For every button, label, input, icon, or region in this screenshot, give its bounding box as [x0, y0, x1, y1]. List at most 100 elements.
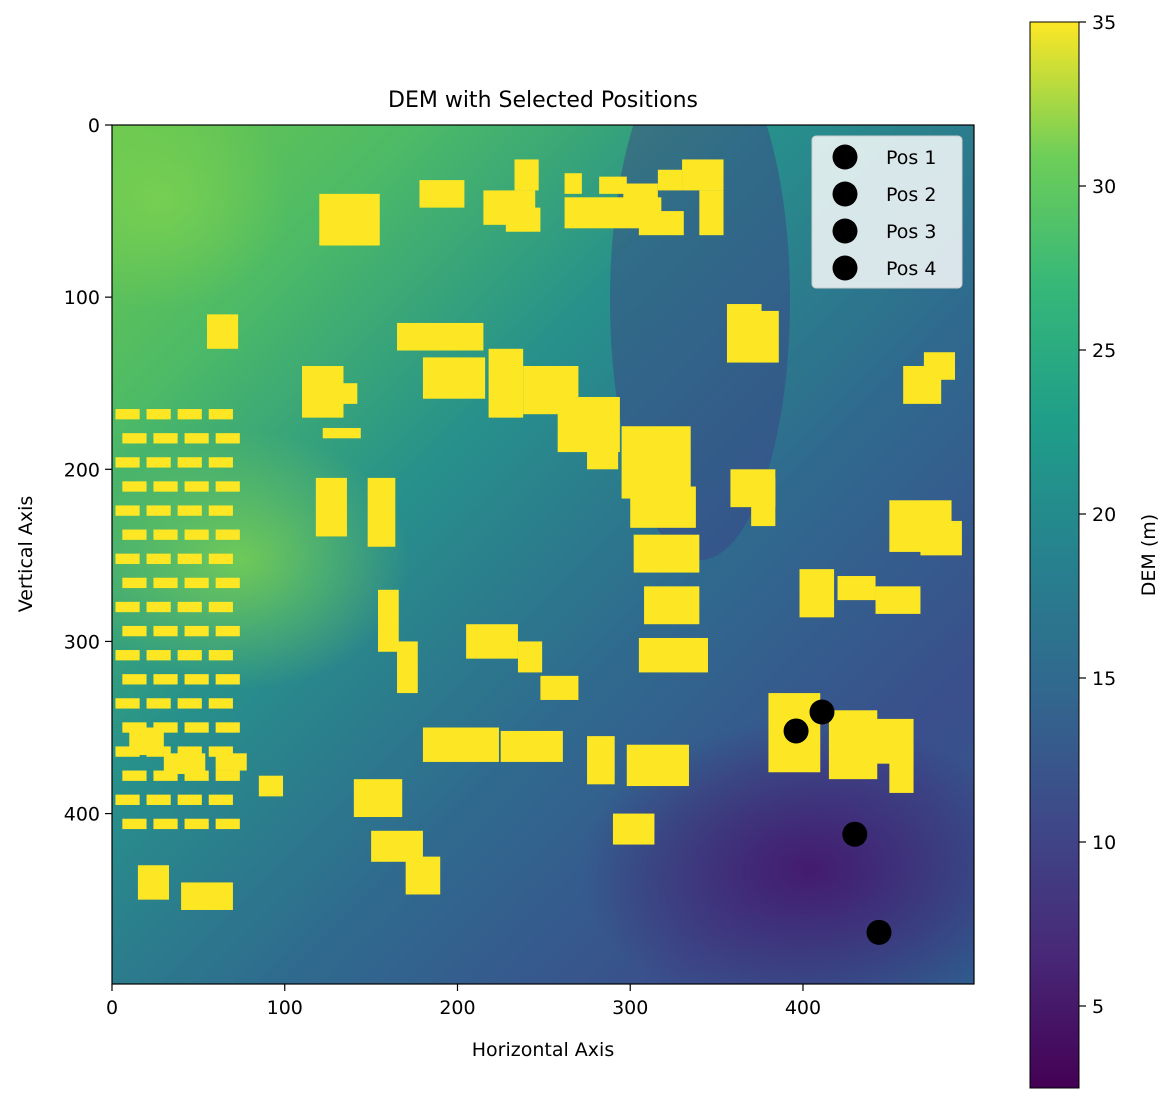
building	[405, 856, 441, 895]
point-pos-3	[842, 821, 868, 847]
chart-title: DEM with Selected Positions	[388, 88, 698, 113]
colorbar-tick-label: 15	[1092, 668, 1116, 690]
building	[177, 794, 202, 805]
building	[215, 577, 240, 589]
building	[920, 520, 962, 556]
building	[505, 207, 541, 232]
building	[638, 637, 708, 673]
building	[122, 433, 147, 444]
building	[587, 417, 619, 470]
building	[828, 710, 878, 780]
building	[122, 577, 147, 589]
building	[215, 481, 240, 492]
building	[208, 409, 233, 420]
building	[540, 675, 579, 700]
building	[322, 427, 361, 439]
building	[258, 775, 284, 797]
building	[208, 746, 233, 757]
building	[184, 722, 209, 733]
building	[153, 674, 178, 685]
building	[115, 553, 140, 564]
building	[319, 193, 380, 246]
building	[215, 433, 240, 444]
building	[122, 529, 147, 540]
x-tick-label: 300	[612, 997, 648, 1019]
building	[122, 674, 147, 685]
building	[115, 746, 140, 757]
building	[208, 650, 233, 661]
building	[208, 794, 233, 805]
building	[122, 481, 147, 492]
building	[397, 322, 484, 351]
colorbar-tick-label: 35	[1092, 12, 1116, 34]
building	[115, 409, 140, 420]
x-tick-label: 400	[785, 997, 821, 1019]
colorbar-tick-label: 30	[1092, 176, 1116, 198]
building	[115, 650, 140, 661]
colorbar: 5 10 15 20 25 30 35 DEM (m)	[1029, 12, 1160, 1089]
plot-frame	[111, 124, 975, 985]
building	[153, 529, 178, 540]
building	[153, 818, 178, 830]
building	[163, 753, 206, 774]
building	[215, 722, 240, 733]
building	[177, 409, 202, 420]
building	[184, 481, 209, 492]
legend-box	[811, 135, 963, 289]
legend-marker	[832, 218, 858, 244]
building	[184, 433, 209, 444]
building	[799, 569, 835, 618]
building	[177, 601, 202, 613]
building	[177, 457, 202, 468]
building	[153, 625, 178, 637]
building	[315, 477, 347, 537]
building	[699, 190, 724, 236]
building	[137, 865, 170, 900]
building	[517, 641, 543, 673]
legend-marker	[832, 255, 858, 281]
building	[500, 730, 563, 762]
y-tick-label: 0	[88, 115, 100, 137]
building	[754, 310, 779, 363]
y-tick-label: 100	[64, 287, 100, 309]
building	[367, 477, 396, 547]
point-pos-2	[809, 699, 835, 725]
building	[322, 383, 358, 404]
legend: Pos 1 Pos 2 Pos 3 Pos 4	[811, 135, 963, 289]
legend-label: Pos 4	[886, 258, 936, 280]
legend-label: Pos 1	[886, 147, 936, 169]
legend-marker	[832, 181, 858, 207]
legend-label: Pos 3	[886, 221, 936, 243]
colorbar-tick-label: 20	[1092, 504, 1116, 526]
building	[115, 698, 140, 709]
building	[215, 753, 247, 771]
building	[208, 698, 233, 709]
building	[564, 173, 582, 194]
building	[215, 625, 240, 637]
building	[208, 505, 233, 516]
building	[488, 348, 524, 418]
building	[181, 882, 233, 910]
colorbar-tick-label: 25	[1092, 340, 1116, 362]
building	[153, 577, 178, 589]
building	[207, 314, 239, 349]
y-tick-label: 300	[64, 631, 100, 653]
building	[146, 650, 171, 661]
building	[422, 727, 499, 762]
colorbar-gradient	[1029, 21, 1080, 1089]
building	[146, 698, 171, 709]
building	[419, 180, 465, 208]
building	[122, 818, 147, 830]
building	[122, 722, 147, 733]
y-axis-label: Vertical Axis	[15, 496, 37, 613]
building	[466, 624, 518, 659]
building	[115, 505, 140, 516]
building	[146, 601, 171, 613]
building	[638, 211, 684, 236]
building	[215, 674, 240, 685]
building	[208, 457, 233, 468]
building	[889, 744, 914, 793]
x-tick-label: 200	[439, 997, 475, 1019]
building	[153, 433, 178, 444]
